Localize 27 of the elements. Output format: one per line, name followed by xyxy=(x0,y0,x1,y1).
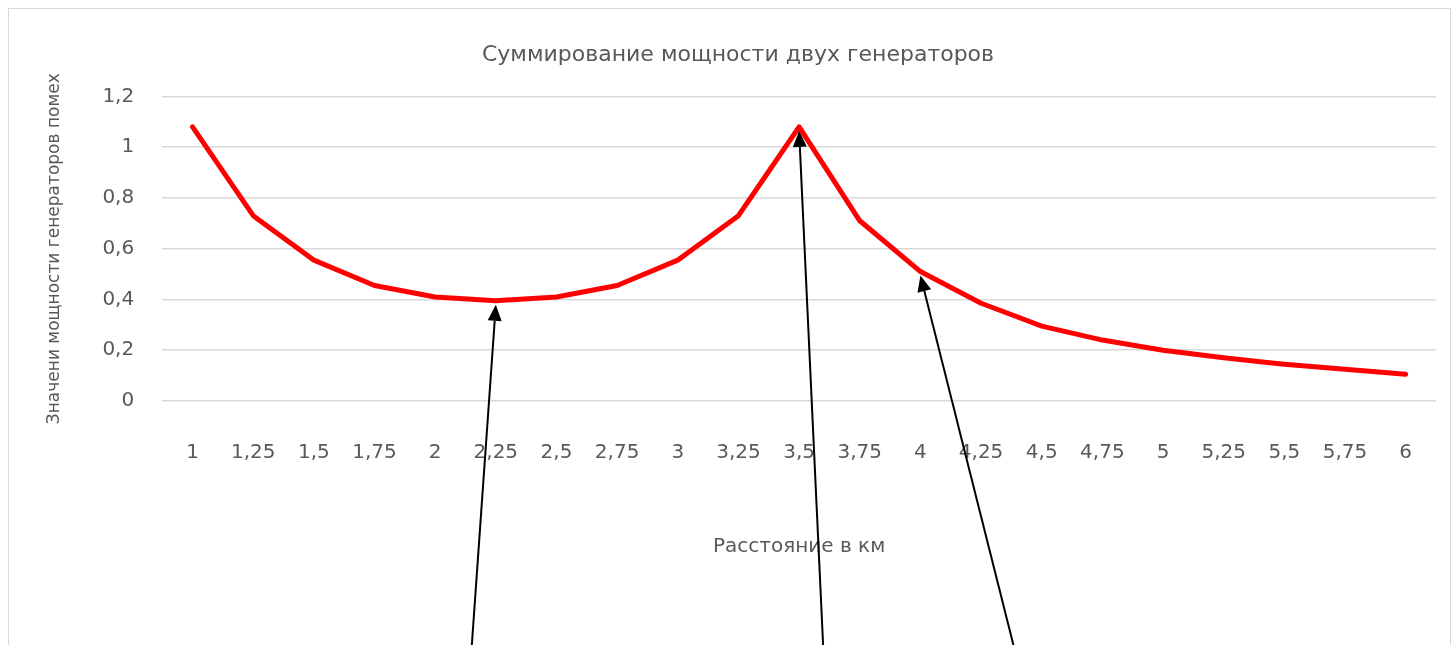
y-axis-title: Значени мощности генераторов помех xyxy=(42,73,63,425)
y-tick-label: 0,4 xyxy=(102,285,135,310)
x-tick-label: 4,75 xyxy=(1080,439,1125,464)
x-tick-label: 3,75 xyxy=(837,439,883,464)
y-tick-label: 1,2 xyxy=(102,82,135,107)
y-tick-label: 0,6 xyxy=(102,234,135,259)
x-tick-label: 4,5 xyxy=(1025,439,1058,464)
y-tick-label: 1 xyxy=(121,133,135,158)
y-tick-label: 0 xyxy=(121,387,135,412)
x-tick-label: 4 xyxy=(914,439,927,464)
x-tick-label: 6 xyxy=(1399,439,1413,464)
x-tick-label: 2 xyxy=(428,439,442,464)
x-tick-label: 5 xyxy=(1156,439,1170,464)
y-tick-label: 0,2 xyxy=(102,336,135,361)
x-tick-label: 3 xyxy=(671,439,685,464)
y-tick-label: 0,8 xyxy=(102,184,135,209)
x-tick-label: 1,25 xyxy=(230,439,276,464)
x-tick-label: 1,5 xyxy=(297,439,330,464)
x-tick-label: 1 xyxy=(186,439,199,464)
x-tick-label: 3,25 xyxy=(716,439,761,464)
chart-title: Суммирование мощности двух генераторов xyxy=(481,40,995,66)
x-tick-label: 5,75 xyxy=(1322,439,1368,464)
x-tick-label: 2,75 xyxy=(594,439,640,464)
x-tick-label: 5,25 xyxy=(1201,439,1246,464)
x-tick-label: 1,75 xyxy=(352,439,397,464)
x-tick-label: 5,5 xyxy=(1268,439,1301,464)
x-tick-label: 2,5 xyxy=(540,439,573,464)
